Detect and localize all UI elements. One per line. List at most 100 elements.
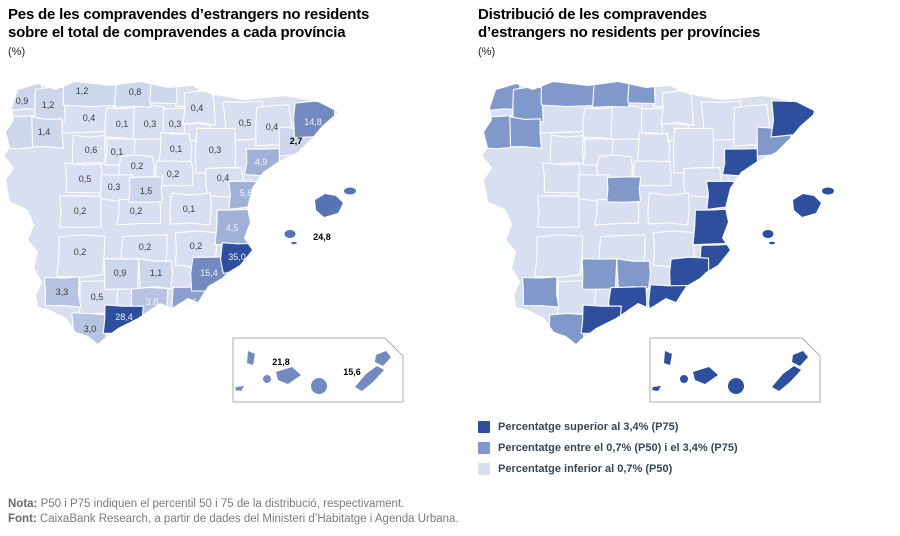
right-province-asturias: [540, 82, 595, 108]
left-province-cuenca: [169, 192, 212, 226]
right-balearic-island-2: [762, 230, 774, 238]
right-choropleth-map: [482, 82, 834, 403]
legend-item-p75: Percentatge superior al 3,4% (P75): [478, 421, 738, 433]
province-value-label-burgos: 0,3: [144, 119, 157, 129]
province-value-label-ciudadreal: 0,2: [139, 242, 152, 252]
right-province-girona: [770, 100, 816, 138]
left-title-line1: Pes de les compravendes d’estrangers no …: [8, 6, 370, 23]
province-value-label-malaga: 28,4: [115, 312, 133, 322]
right-province-zaragoza: [672, 127, 715, 174]
province-value-label-jaen: 1,1: [150, 268, 163, 278]
left-canary-island-4: [311, 378, 327, 394]
right-canary-island-4: [728, 378, 744, 394]
province-value-label-teruel: 0,4: [217, 173, 230, 183]
left-province-huelva: [43, 276, 82, 308]
province-value-label-soria: 0,1: [170, 144, 183, 154]
left-balearic-island-1: [344, 187, 356, 195]
province-value-label-cuenca: 0,1: [183, 204, 196, 214]
right-province-ourense: [509, 116, 542, 149]
right-province-soria: [636, 131, 671, 164]
left-balearic-island-2: [284, 230, 296, 238]
right-balearic-island-1: [822, 187, 834, 195]
right-province-almeria: [647, 284, 691, 320]
right-province-avila: [576, 174, 612, 202]
legend-swatch-dark: [478, 421, 490, 433]
right-chart-unit: (%): [478, 46, 496, 58]
province-value-label-ourense: 1,4: [38, 127, 51, 137]
province-value-label-sevilla: 0,5: [91, 292, 104, 302]
province-value-label-lugo: 1,2: [42, 100, 55, 110]
province-value-label-girona: 14,8: [304, 117, 322, 127]
province-value-label-cadiz: 3,0: [84, 324, 97, 334]
right-province-burgos: [610, 103, 643, 141]
left-balearic-island-0: [315, 194, 343, 217]
right-province-toledo: [594, 198, 640, 226]
province-value-label-alicante: 35,0: [228, 252, 246, 262]
right-province-lugo: [512, 86, 544, 123]
legend-swatch-mid: [478, 442, 490, 454]
right-province-zamora: [549, 134, 584, 166]
footnotes: Nota: P50 i P75 indiquen el percentil 50…: [8, 497, 459, 527]
right-province-madrid: [606, 176, 642, 203]
right-province-tarragona: [721, 148, 758, 177]
left-choropleth-map: 21,8 15,6 0,3 0,4 0,4 0,1 0,3 0,5 0,4 0,3 0,1 0,6 0,…: [4, 82, 404, 403]
right-province-jaen: [616, 258, 651, 290]
province-value-label-castellon: 5,6: [240, 188, 253, 198]
left-title-line2: sobre el total de compravendes a cada pr…: [8, 24, 346, 42]
province-value-label-tenerife: 21,8: [272, 357, 290, 367]
left-province-jaen: [138, 258, 173, 290]
legend-label-low: Percentatge inferior al 0,7% (P50): [498, 463, 673, 475]
province-value-label-valencia: 4,5: [226, 223, 239, 233]
right-canary-island-2: [680, 375, 688, 383]
left-province-madrid: [128, 176, 164, 203]
province-value-label-caceres: 0,2: [74, 206, 87, 216]
right-province-pontevedra: [482, 114, 514, 150]
legend-swatch-low: [478, 463, 490, 475]
province-value-label-segovia: 0,2: [131, 161, 144, 171]
left-province-pontevedra: [4, 114, 36, 150]
right-province-castellon: [705, 180, 742, 210]
legend-item-low: Percentatge inferior al 0,7% (P50): [478, 463, 738, 475]
right-canary-inset: [649, 337, 821, 403]
right-province-malaga: [580, 304, 622, 334]
province-value-label-murcia: 15,4: [200, 268, 218, 278]
right-title-line1: Distribució de les compravendes: [478, 6, 707, 23]
province-value-label-acoruna: 0,9: [16, 96, 29, 106]
province-value-label-salamanca: 0,5: [79, 174, 92, 184]
province-value-label-almeria: 8,6: [185, 297, 198, 307]
left-canary-inset: 21,8 15,6: [232, 337, 404, 403]
province-value-label-badajoz: 0,2: [74, 247, 87, 257]
right-province-cantabria: [592, 82, 632, 108]
left-province-badajoz: [56, 234, 106, 278]
right-province-badajoz: [534, 234, 584, 278]
left-canary-island-3: [276, 367, 301, 384]
note-line: Nota: P50 i P75 indiquen el percentil 50…: [8, 498, 405, 510]
legend-label-p75: Percentatge superior al 3,4% (P75): [498, 421, 679, 433]
province-value-label-zaragoza: 0,3: [209, 145, 222, 155]
left-province-ourense: [31, 116, 64, 149]
province-value-label-laspalmas: 15,6: [343, 367, 361, 377]
province-value-label-zamora: 0,6: [85, 145, 98, 155]
left-balearic-island-3: [291, 241, 297, 245]
province-value-label-tarragona: 4,9: [255, 157, 268, 167]
province-value-label-huelva: 3,3: [56, 287, 69, 297]
province-value-label-granada: 3,8: [146, 297, 159, 307]
left-province-asturias: [62, 82, 117, 108]
legend-item-mid: Percentatge entre el 0,7% (P50) i el 3,4…: [478, 442, 738, 454]
left-province-bizkaia: [149, 82, 178, 105]
right-province-caceres: [537, 195, 580, 228]
right-canary-island-0: [664, 351, 672, 365]
left-chart-unit: (%): [8, 46, 26, 58]
right-province-palencia: [582, 107, 616, 140]
right-province-cadiz: [548, 312, 585, 344]
right-canary-island-5: [772, 366, 801, 391]
province-value-label-avila: 0,3: [108, 182, 121, 192]
left-chart-title: Pes de les compravendes d’estrangers no …: [8, 6, 458, 43]
legend-label-mid: Percentatge entre el 0,7% (P50) i el 3,4…: [498, 442, 738, 454]
province-value-label-palencia: 0,1: [116, 119, 129, 129]
province-value-label-asturias: 1,2: [76, 86, 89, 96]
right-canary-island-1: [652, 386, 661, 391]
province-value-label-guadalajara: 0,2: [167, 169, 180, 179]
left-canary-island-2: [263, 375, 271, 383]
province-value-label-cantabria: 0,8: [129, 87, 142, 97]
